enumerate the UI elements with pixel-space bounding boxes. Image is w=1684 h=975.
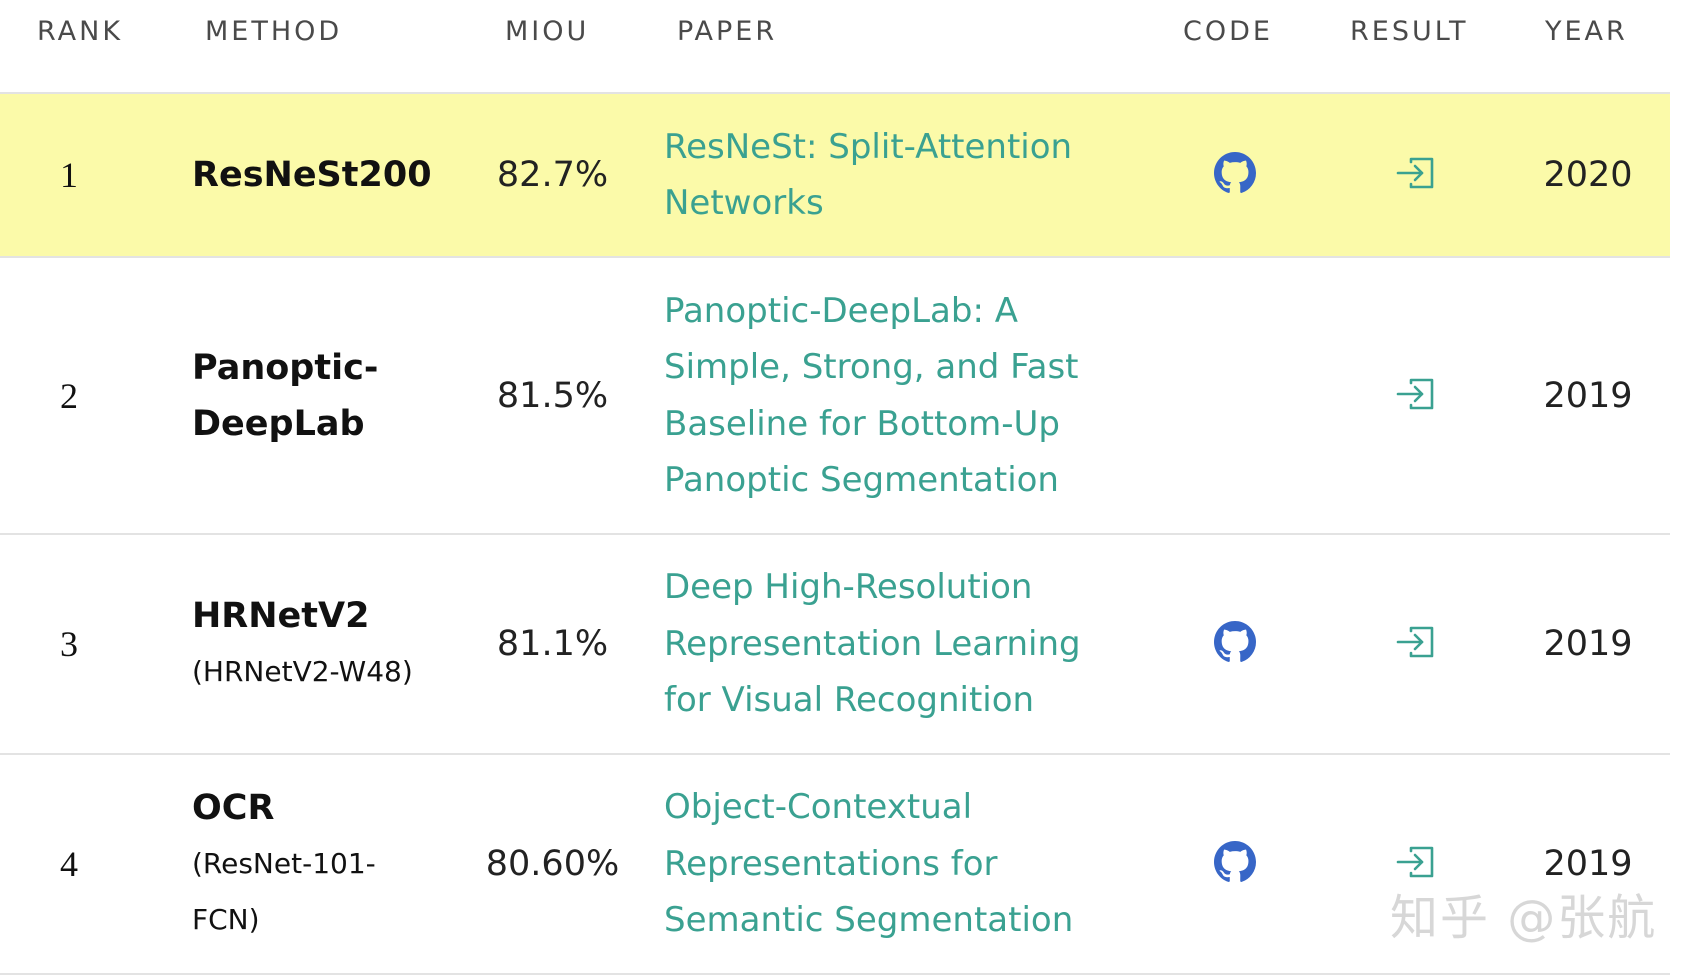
method-name: HRNetV2 [192,596,370,636]
method-variant: (ResNet-101-FCN) [192,847,376,936]
result-link-icon[interactable] [1394,845,1436,883]
paper-link[interactable]: Panoptic-DeepLab: A Simple, Strong, and … [664,290,1079,501]
method-cell: Panoptic-DeepLab [192,258,442,533]
table-row: 2 Panoptic-DeepLab 81.5% Panoptic-DeepLa… [0,258,1670,535]
column-header-year: YEAR [1545,16,1628,47]
watermark: 知乎 @张航 [1390,890,1658,946]
github-icon[interactable] [1214,621,1256,667]
column-header-code: CODE [1183,16,1273,47]
table-row: 4 OCR (ResNet-101-FCN) 80.60% Object-Con… [0,755,1670,975]
rank-cell: 2 [60,375,78,416]
paper-link[interactable]: Object-Contextual Representations for Se… [664,787,1074,941]
method-cell: ResNeSt200 [192,94,442,256]
rank-cell: 4 [60,844,78,884]
table-header: RANK METHOD MIOU PAPER CODE RESULT YEAR [0,0,1670,94]
miou-cell: 82.7% [496,155,609,195]
method-variant: (HRNetV2-W48) [192,655,413,688]
table-row: 1 ResNeSt200 82.7% ResNeSt: Split-Attent… [0,94,1670,258]
miou-cell: 81.5% [496,375,609,416]
column-header-miou: MIOU [505,16,590,47]
column-header-rank: RANK [37,16,124,47]
table-row: 3 HRNetV2 (HRNetV2-W48) 81.1% Deep High-… [0,535,1670,755]
miou-cell: 80.60% [485,844,620,884]
year-cell: 2019 [1543,375,1633,416]
github-icon[interactable] [1214,841,1256,887]
result-link[interactable] [1380,755,1450,973]
rank-cell: 1 [60,155,78,195]
method-cell: HRNetV2 (HRNetV2-W48) [192,535,442,753]
result-link[interactable] [1380,258,1450,533]
year-cell: 2019 [1543,844,1633,884]
code-link[interactable] [1200,94,1270,256]
miou-cell: 81.1% [496,624,609,664]
year-cell: 2020 [1543,155,1633,195]
result-link[interactable] [1380,94,1450,256]
result-link-icon[interactable] [1394,625,1436,663]
code-link[interactable] [1200,535,1270,753]
column-header-paper: PAPER [677,16,778,47]
year-cell: 2019 [1543,624,1633,664]
method-cell: OCR (ResNet-101-FCN) [192,755,442,973]
paper-link[interactable]: Deep High-Resolution Representation Lear… [664,567,1081,721]
rank-cell: 3 [60,624,78,664]
code-link[interactable] [1200,755,1270,973]
method-name: Panoptic-DeepLab [192,347,379,444]
paper-link[interactable]: ResNeSt: Split-Attention Networks [664,126,1073,224]
method-name: OCR [192,788,275,828]
method-name: ResNeSt200 [192,155,432,195]
result-link[interactable] [1380,535,1450,753]
github-icon[interactable] [1214,152,1256,198]
result-link-icon[interactable] [1394,377,1436,415]
column-header-result: RESULT [1350,16,1469,47]
column-header-method: METHOD [205,16,343,47]
result-link-icon[interactable] [1394,156,1436,194]
